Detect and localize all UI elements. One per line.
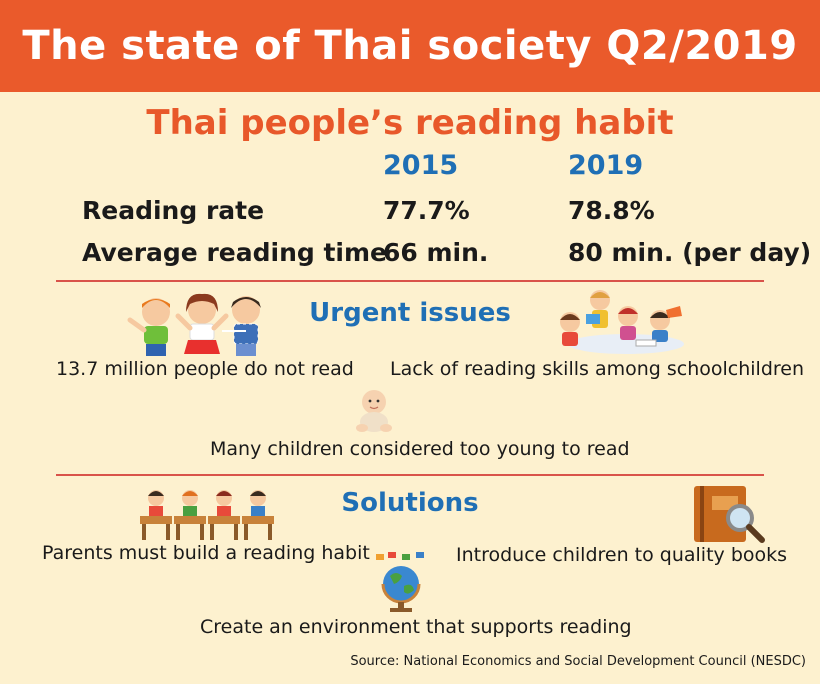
- solution-item-1: Parents must build a reading habit: [42, 542, 370, 564]
- header-banner: The state of Thai society Q2/2019: [0, 0, 820, 92]
- globe-icon: [376, 552, 424, 612]
- subtitle: Thai people’s reading habit: [146, 103, 674, 143]
- page-title: The state of Thai society Q2/2019: [22, 23, 798, 69]
- divider-top: [56, 280, 764, 282]
- reading-time-2015: 66 min.: [383, 238, 489, 267]
- three-children-icon: [127, 293, 261, 356]
- year-2019-header: 2019: [568, 150, 644, 181]
- urgent-item-3: Many children considered too young to re…: [210, 438, 630, 460]
- solutions-title: Solutions: [341, 488, 479, 518]
- reading-rate-2015: 77.7%: [383, 196, 470, 225]
- source-note: Source: National Economics and Social De…: [350, 654, 806, 669]
- reading-rate-2019: 78.8%: [568, 196, 655, 225]
- reading-time-label: Average reading time: [82, 238, 388, 267]
- urgent-item-1: 13.7 million people do not read: [56, 358, 354, 380]
- reading-time-2019: 80 min. (per day): [568, 238, 812, 267]
- baby-icon: [356, 390, 392, 432]
- year-2015-header: 2015: [383, 150, 459, 181]
- book-magnifier-icon: [694, 486, 765, 543]
- solution-item-3: Create an environment that supports read…: [200, 616, 632, 638]
- solution-item-2: Introduce children to quality books: [456, 544, 788, 566]
- children-reading-icon: [560, 290, 684, 354]
- urgent-item-2: Lack of reading skills among schoolchild…: [390, 358, 805, 380]
- students-at-desks-icon: [140, 490, 274, 540]
- divider-bottom: [56, 474, 764, 476]
- reading-rate-label: Reading rate: [82, 196, 265, 225]
- urgent-issues-title: Urgent issues: [309, 298, 511, 328]
